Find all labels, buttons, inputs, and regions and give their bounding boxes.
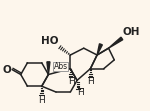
Text: HO: HO (41, 36, 59, 46)
Polygon shape (109, 37, 123, 48)
Text: H: H (68, 77, 75, 86)
Polygon shape (97, 44, 102, 55)
Text: OH: OH (123, 27, 140, 38)
Text: Abs: Abs (54, 62, 68, 71)
FancyBboxPatch shape (53, 62, 68, 71)
Text: H: H (78, 88, 84, 97)
Polygon shape (47, 62, 50, 74)
Text: H: H (87, 77, 94, 86)
Text: H: H (38, 96, 45, 105)
Text: O: O (2, 65, 11, 75)
